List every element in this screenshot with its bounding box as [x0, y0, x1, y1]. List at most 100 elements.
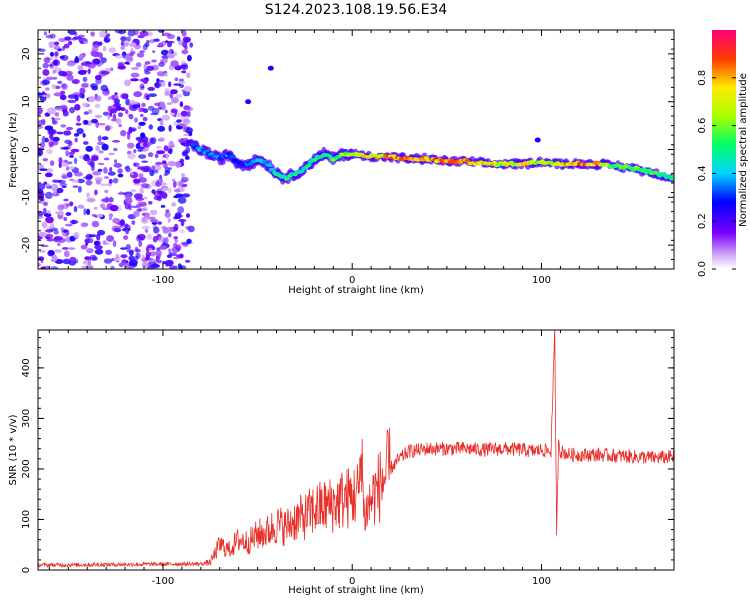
noise-speck: [150, 112, 159, 116]
noise-speck: [61, 175, 69, 179]
noise-speck: [74, 137, 78, 143]
noise-speck: [180, 220, 185, 227]
noise-speck: [133, 183, 142, 186]
noise-speck: [139, 83, 145, 91]
noise-speck: [141, 160, 149, 163]
noise-speck: [176, 119, 182, 123]
noise-speck: [39, 191, 45, 197]
noise-speck: [144, 70, 151, 75]
ridge-cell: [229, 154, 235, 159]
noise-speck: [91, 118, 98, 124]
noise-speck: [70, 148, 80, 153]
noise-speck: [133, 149, 137, 154]
noise-speck: [169, 92, 174, 99]
noise-speck: [160, 49, 169, 56]
noise-speck: [147, 233, 152, 240]
noise-speck: [80, 54, 86, 59]
noise-speck: [95, 121, 100, 128]
noise-speck: [62, 232, 67, 237]
noise-speck: [38, 183, 46, 190]
noise-speck: [147, 86, 155, 91]
noise-speck: [96, 52, 103, 58]
noise-speck: [42, 79, 50, 85]
noise-speck: [183, 85, 193, 93]
noise-speck: [113, 147, 118, 152]
noise-speck: [82, 102, 88, 108]
noise-speck: [97, 135, 102, 143]
noise-speck: [153, 38, 160, 42]
snr-ylabel: SNR (10 * v/v): [8, 414, 19, 485]
noise-speck: [124, 197, 133, 205]
noise-speck: [174, 188, 181, 193]
noise-speck: [85, 241, 89, 246]
noise-speck: [69, 178, 75, 182]
noise-speck: [123, 235, 129, 241]
noise-speck: [125, 98, 130, 106]
noise-speck: [141, 216, 147, 222]
noise-speck: [74, 104, 81, 111]
y-tick-label: 300: [21, 409, 32, 428]
noise-speck: [131, 67, 139, 70]
noise-speck: [148, 124, 153, 130]
snr-frame: [37, 329, 675, 571]
noise-speck: [94, 74, 102, 81]
noise-speck: [117, 168, 123, 174]
noise-speck: [134, 246, 139, 253]
noise-speck: [92, 171, 101, 176]
noise-speck: [173, 242, 178, 248]
noise-speck: [66, 166, 70, 171]
noise-speck: [175, 161, 182, 169]
noise-speck: [45, 87, 50, 91]
noise-speck: [91, 85, 98, 91]
noise-speck: [79, 87, 86, 95]
noise-speck: [122, 40, 130, 48]
noise-speck: [135, 197, 145, 201]
snr-content: [38, 330, 674, 568]
noise-speck: [136, 52, 145, 58]
colorbar-tick-label: 0.0: [697, 261, 708, 277]
noise-speck: [171, 178, 176, 182]
noise-speck: [80, 40, 84, 44]
noise-speck: [60, 227, 64, 232]
noise-speck: [97, 168, 103, 172]
noise-speck: [86, 197, 96, 203]
noise-speck: [158, 236, 166, 243]
y-tick-label: 200: [21, 459, 32, 478]
x-tick-label: 0: [349, 576, 355, 587]
noise-speck: [85, 175, 89, 180]
noise-speck: [44, 125, 54, 131]
noise-speck: [63, 43, 70, 49]
noise-speck: [101, 136, 109, 141]
noise-speck: [96, 233, 101, 241]
noise-speck: [51, 138, 58, 142]
noise-speck: [171, 97, 179, 104]
noise-speck: [112, 177, 119, 184]
noise-speck: [154, 102, 161, 107]
noise-speck: [67, 94, 77, 99]
noise-speck: [48, 250, 55, 255]
noise-speck: [38, 107, 43, 115]
noise-speck: [143, 212, 151, 218]
noise-speck: [98, 41, 103, 46]
noise-speck: [38, 250, 46, 253]
noise-speck: [130, 78, 139, 82]
noise-speck: [83, 111, 89, 115]
noise-speck: [103, 37, 111, 43]
noise-speck: [167, 34, 175, 40]
noise-speck: [52, 118, 56, 125]
noise-speck: [173, 195, 180, 199]
noise-speck: [138, 240, 143, 247]
noise-speck: [123, 79, 132, 87]
noise-speck: [173, 236, 179, 240]
noise-speck: [149, 251, 157, 257]
noise-speck: [147, 216, 156, 220]
noise-speck: [153, 169, 159, 174]
noise-speck: [42, 158, 48, 162]
noise-speck: [103, 258, 113, 264]
noise-speck: [167, 41, 172, 48]
noise-speck: [129, 51, 134, 57]
noise-speck: [120, 254, 128, 259]
noise-speck: [76, 115, 81, 122]
spectrogram-ylabel: Frequency (Hz): [8, 112, 19, 188]
noise-speck: [114, 159, 118, 164]
